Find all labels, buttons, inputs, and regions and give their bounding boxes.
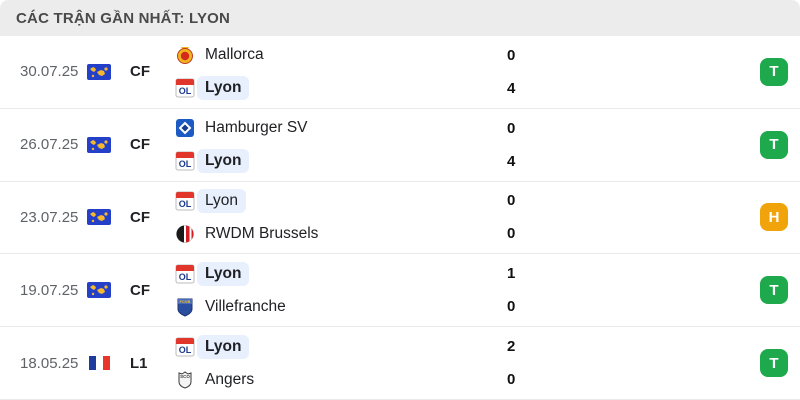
team-name: RWDM Brussels [205, 224, 319, 242]
result-badge[interactable]: T [760, 130, 788, 159]
match-date: 30.07.25 [20, 63, 79, 81]
team-name-lyon: Lyon [197, 261, 250, 286]
teams-block: OL Lyon 2 SCO Angers 0 [175, 334, 525, 393]
team-name-lyon: Lyon [197, 334, 250, 359]
match-row[interactable]: 23.07.25 CF OL Lyon 0 RWDM Brussels 0 [0, 182, 800, 255]
result-badge[interactable]: T [760, 276, 788, 305]
competition: CF [87, 62, 175, 82]
match-row[interactable]: 26.07.25 CF Hamburger SV 0 OL Lyon 4 [0, 109, 800, 182]
competition-code: CF [130, 208, 150, 226]
svg-text:OL: OL [179, 345, 192, 355]
lyon-logo: OL [175, 78, 195, 98]
svg-text:OL: OL [179, 199, 192, 209]
match-date: 19.07.25 [20, 281, 79, 299]
lyon-logo: OL [175, 264, 195, 284]
svg-text:SCO: SCO [180, 374, 190, 379]
match-date: 18.05.25 [20, 354, 79, 372]
competition: CF [87, 207, 175, 227]
team-line[interactable]: OL Lyon 2 [175, 334, 525, 360]
team-score: 4 [507, 79, 516, 97]
team-line[interactable]: OL Lyon 4 [175, 75, 525, 101]
competition-code: CF [130, 136, 150, 154]
teams-block: Hamburger SV 0 OL Lyon 4 [175, 115, 525, 174]
world-icon [87, 207, 111, 227]
team-score: 0 [507, 225, 516, 243]
teams-block: OL Lyon 0 RWDM Brussels 0 [175, 188, 525, 247]
villefranche-logo: FCVB [175, 297, 195, 317]
svg-text:OL: OL [179, 159, 192, 169]
match-row[interactable]: 18.05.25 L1 OL Lyon 2 SCO Angers 0 [0, 327, 800, 400]
team-score: 0 [507, 371, 516, 389]
team-score: 1 [507, 265, 516, 283]
competition-code: CF [130, 63, 150, 81]
svg-text:FCVB: FCVB [180, 299, 191, 304]
competition: CF [87, 135, 175, 155]
competition: CF [87, 280, 175, 300]
world-icon [87, 280, 111, 300]
team-line[interactable]: OL Lyon 4 [175, 148, 525, 174]
rwdm-brussels-logo [175, 224, 195, 244]
team-line[interactable]: Mallorca 0 [175, 42, 525, 68]
team-name: Hamburger SV [205, 119, 308, 137]
lyon-logo: OL [175, 151, 195, 171]
match-date: 26.07.25 [20, 136, 79, 154]
teams-block: Mallorca 0 OL Lyon 4 [175, 42, 525, 101]
team-line[interactable]: SCO Angers 0 [175, 367, 525, 393]
france-flag-icon [87, 353, 111, 373]
team-line[interactable]: RWDM Brussels 0 [175, 221, 525, 247]
team-line[interactable]: FCVB Villefranche 0 [175, 294, 525, 320]
competition: L1 [87, 353, 175, 373]
world-icon [87, 135, 111, 155]
svg-text:OL: OL [179, 272, 192, 282]
team-name: Mallorca [205, 46, 264, 64]
match-row[interactable]: 19.07.25 CF OL Lyon 1 FCVB Villefranche … [0, 254, 800, 328]
result-badge[interactable]: H [760, 203, 788, 232]
match-date: 23.07.25 [20, 208, 79, 226]
team-name-lyon: Lyon [197, 149, 250, 174]
lyon-logo: OL [175, 191, 195, 211]
team-name-lyon: Lyon [197, 188, 247, 213]
match-row[interactable]: 30.07.25 CF Mallorca 0 OL Lyon 4 [0, 36, 800, 109]
teams-block: OL Lyon 1 FCVB Villefranche 0 [175, 261, 525, 320]
hamburger-sv-logo [175, 118, 195, 138]
team-line[interactable]: Hamburger SV 0 [175, 115, 525, 141]
angers-logo: SCO [175, 370, 195, 390]
widget-title: CÁC TRẬN GẦN NHẤT: LYON [0, 0, 800, 36]
result-badge[interactable]: T [760, 57, 788, 86]
team-score: 0 [507, 119, 516, 137]
result-badge[interactable]: T [760, 349, 788, 378]
competition-code: L1 [130, 354, 148, 372]
team-name-lyon: Lyon [197, 76, 250, 101]
competition-code: CF [130, 281, 150, 299]
team-name: Villefranche [205, 297, 286, 315]
team-name: Angers [205, 370, 255, 388]
team-score: 4 [507, 152, 516, 170]
mallorca-logo [175, 45, 195, 65]
team-score: 2 [507, 338, 516, 356]
team-line[interactable]: OL Lyon 0 [175, 188, 525, 214]
team-score: 0 [507, 298, 516, 316]
team-line[interactable]: OL Lyon 1 [175, 261, 525, 287]
svg-text:OL: OL [179, 86, 192, 96]
lyon-logo: OL [175, 337, 195, 357]
team-score: 0 [507, 46, 516, 64]
team-score: 0 [507, 192, 516, 210]
world-icon [87, 62, 111, 82]
